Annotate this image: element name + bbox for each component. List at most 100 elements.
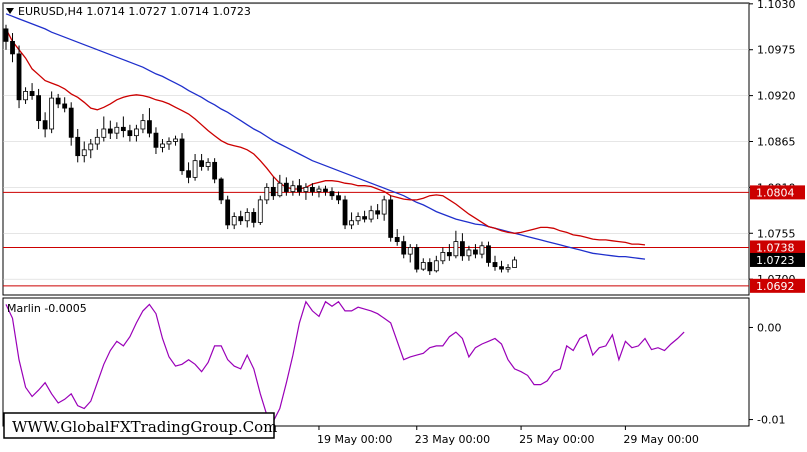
candle-body xyxy=(140,120,146,130)
candle-body xyxy=(231,216,237,226)
candle-body xyxy=(75,136,81,157)
candle xyxy=(453,230,459,259)
candle xyxy=(199,154,205,171)
indicator-panel xyxy=(2,297,750,427)
candle xyxy=(179,133,185,175)
candle xyxy=(218,177,224,205)
candle-body xyxy=(101,128,107,138)
level-badge-label: 1.0692 xyxy=(756,280,795,293)
candle xyxy=(81,141,87,163)
candle-body xyxy=(23,91,28,101)
fast-moving-average-line xyxy=(5,28,646,246)
candle-body xyxy=(486,245,491,263)
candle-body xyxy=(283,182,289,192)
candle-body xyxy=(244,212,250,222)
candle-body xyxy=(199,160,205,167)
candle-body xyxy=(414,247,420,270)
candle xyxy=(205,158,211,171)
current-price-badge xyxy=(750,252,805,267)
indicator-axis: 0.00 -0.01 xyxy=(749,321,785,427)
candle-body xyxy=(42,120,48,130)
candle-body xyxy=(166,141,172,145)
candle xyxy=(446,244,452,261)
price-tick-label: 1.1030 xyxy=(757,0,796,11)
candle-body xyxy=(205,161,211,167)
price-tick-label: 1.0755 xyxy=(757,227,796,240)
candle-body xyxy=(342,199,348,226)
candle xyxy=(336,191,341,205)
candle xyxy=(68,102,74,146)
chart-menu-triangle-icon[interactable] xyxy=(6,8,14,14)
candlestick-series xyxy=(3,24,517,275)
candle xyxy=(296,179,302,196)
horizontal-levels xyxy=(3,191,749,287)
candle-body xyxy=(492,262,498,268)
candle xyxy=(349,212,354,230)
candle xyxy=(466,245,472,261)
candle xyxy=(486,241,491,267)
candle xyxy=(49,91,55,134)
candle xyxy=(153,127,159,155)
symbol-info: EURUSD,H4 1.0714 1.0727 1.0714 1.0723 xyxy=(18,5,251,18)
candle xyxy=(114,122,120,139)
candle-body xyxy=(270,186,276,197)
candle xyxy=(512,256,517,268)
candle xyxy=(381,195,387,221)
candle-body xyxy=(323,188,328,192)
candle-body xyxy=(251,212,257,223)
time-tick-label: 19 May 00:00 xyxy=(317,433,392,446)
candle-body xyxy=(3,28,9,42)
candle-body xyxy=(310,186,315,192)
candle xyxy=(3,24,9,50)
price-panel xyxy=(2,2,750,296)
time-tick-label: 25 May 00:00 xyxy=(519,433,594,446)
candle-body xyxy=(473,249,478,255)
time-tick-label: 29 May 00:00 xyxy=(623,433,698,446)
candle-body xyxy=(505,267,511,270)
candle xyxy=(127,124,133,142)
time-tick-label: 23 May 00:00 xyxy=(415,433,490,446)
candle xyxy=(388,195,394,242)
candle xyxy=(29,83,35,100)
candle xyxy=(427,258,433,275)
candle-body xyxy=(173,138,178,142)
level-badge xyxy=(750,240,805,255)
candle-body xyxy=(147,120,152,134)
candle-body xyxy=(316,188,322,192)
candle-body xyxy=(446,252,452,257)
candle xyxy=(212,158,218,184)
candle xyxy=(362,210,368,223)
candle xyxy=(401,235,407,259)
indicator-tick-label: 0.00 xyxy=(757,321,782,334)
candle-body xyxy=(362,216,368,220)
candle-body xyxy=(16,53,22,101)
candle-body xyxy=(401,241,407,255)
candle xyxy=(277,174,283,198)
candle xyxy=(75,128,81,163)
indicator-tick-label: -0.01 xyxy=(757,414,785,427)
candle xyxy=(173,135,178,146)
candle xyxy=(310,183,315,196)
candle xyxy=(160,138,165,153)
candle-body xyxy=(388,199,394,238)
candle-body xyxy=(133,128,139,137)
candle xyxy=(414,244,420,273)
candle-body xyxy=(433,260,439,272)
candle-body xyxy=(381,199,387,215)
price-tick-label: 1.0975 xyxy=(757,44,796,57)
candle-body xyxy=(459,241,465,257)
level-price-badges: 1.0804 1.0738 1.0692 1.0723 xyxy=(750,185,805,293)
candle xyxy=(120,116,126,138)
candle xyxy=(323,185,328,196)
candle-body xyxy=(329,191,335,197)
candle-body xyxy=(81,149,87,157)
candle xyxy=(303,183,309,200)
candle-body xyxy=(218,178,224,201)
candle xyxy=(433,255,439,273)
candle xyxy=(394,229,400,246)
indicator-label: Marlin -0.0005 xyxy=(7,302,87,315)
candle-body xyxy=(375,210,381,215)
candle xyxy=(375,204,381,220)
candle-body xyxy=(336,195,341,201)
candle xyxy=(231,212,237,230)
